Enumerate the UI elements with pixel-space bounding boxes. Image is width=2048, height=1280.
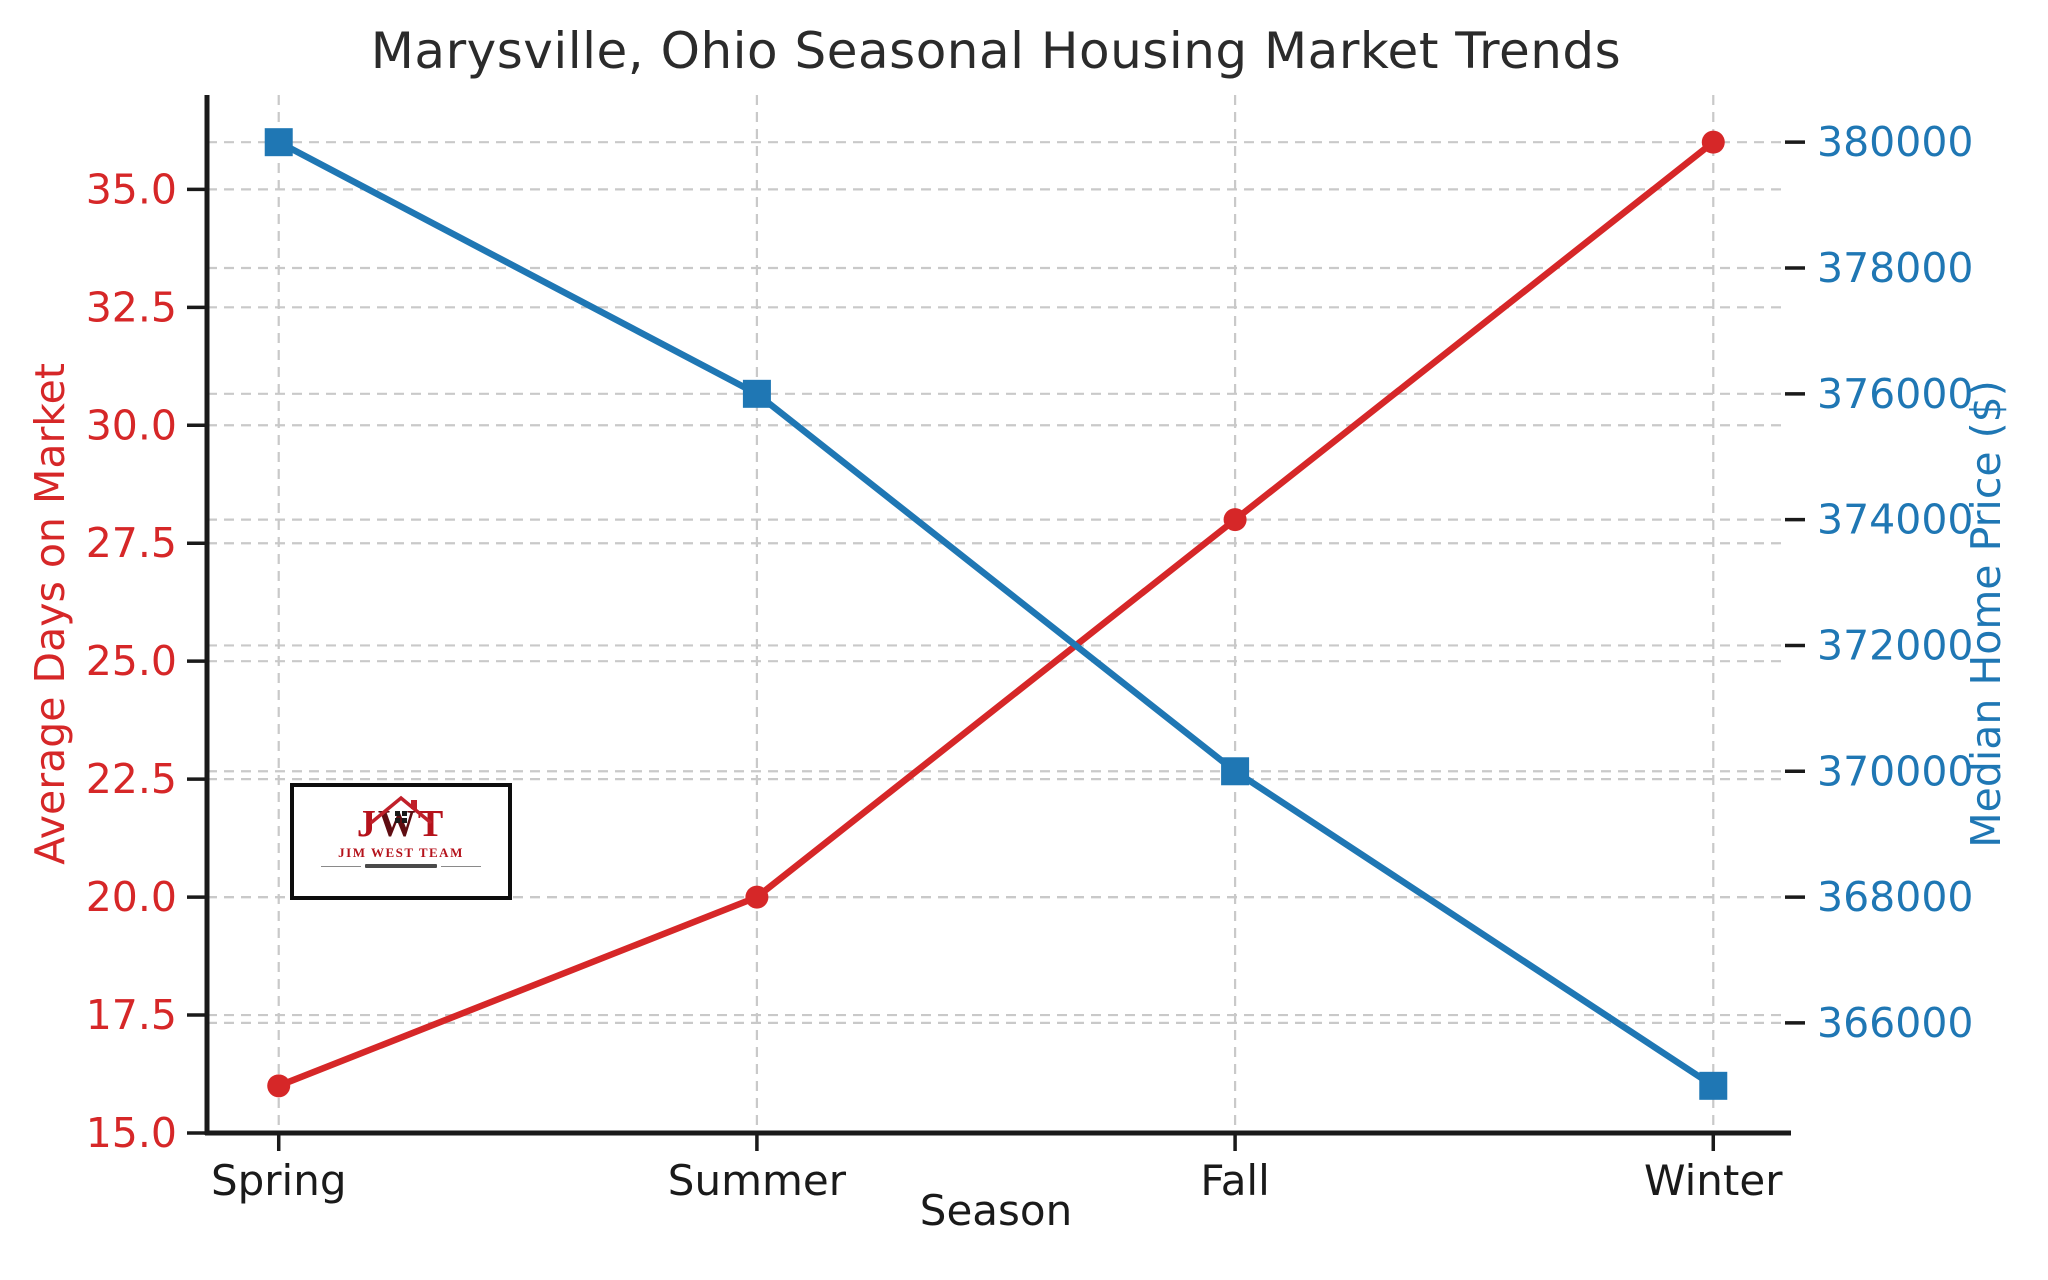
watermark-logo-box: JWT JIM WEST TEAM <box>290 783 512 900</box>
house-roof-icon <box>370 795 432 824</box>
right-tick-label: 374000 <box>1817 496 1974 544</box>
series-line-left <box>275 138 1717 1090</box>
data-point-circle <box>745 885 769 909</box>
left-tick-label: 20.0 <box>86 873 177 921</box>
left-tick-label: 32.5 <box>86 283 177 331</box>
data-point-square <box>264 128 293 157</box>
x-tick-label: Spring <box>211 1156 347 1205</box>
left-tick-label: 22.5 <box>86 755 177 803</box>
left-tick-label: 15.0 <box>86 1109 177 1157</box>
watermark-monogram: JWT <box>356 795 446 845</box>
left-axis-label: Average Days on Market <box>26 363 74 865</box>
monogram-letter-t: T <box>417 803 446 845</box>
data-point-square <box>1221 757 1250 786</box>
right-tick-label: 380000 <box>1817 118 1974 166</box>
x-tick-label: Fall <box>1200 1156 1269 1205</box>
data-point-circle <box>1701 130 1725 154</box>
left-tick-label: 27.5 <box>86 519 177 567</box>
right-tick-label: 370000 <box>1817 747 1974 795</box>
series-line-right <box>275 138 1717 1090</box>
left-tick-label: 17.5 <box>86 991 177 1039</box>
data-point-square <box>742 379 771 408</box>
x-tick-label: Summer <box>668 1156 847 1205</box>
x-tick-label: Winter <box>1644 1156 1783 1205</box>
right-tick-label: 372000 <box>1817 621 1974 669</box>
right-tick-label: 366000 <box>1817 999 1974 1047</box>
data-point-circle <box>267 1074 291 1098</box>
right-axis-label: Median Home Price ($) <box>1962 380 2010 848</box>
right-tick-label: 378000 <box>1817 244 1974 292</box>
monogram-letter-j: J <box>356 803 378 845</box>
watermark-tagline-rule <box>321 864 481 868</box>
right-tick-label: 368000 <box>1817 873 1974 921</box>
left-tick-label: 25.0 <box>86 637 177 685</box>
tagline-rule-line-left <box>321 865 361 867</box>
x-axis-label: Season <box>919 1186 1073 1235</box>
right-tick-label: 376000 <box>1817 370 1974 418</box>
data-point-square <box>1699 1071 1728 1100</box>
watermark-team-name: JIM WEST TEAM <box>338 845 464 860</box>
left-tick-label: 30.0 <box>86 401 177 449</box>
tagline-rule-line-right <box>441 865 481 867</box>
tagline-text-bar <box>365 864 437 868</box>
chart-title: Marysville, Ohio Seasonal Housing Market… <box>370 22 1622 80</box>
left-tick-label: 35.0 <box>86 165 177 213</box>
data-point-circle <box>1223 508 1247 532</box>
